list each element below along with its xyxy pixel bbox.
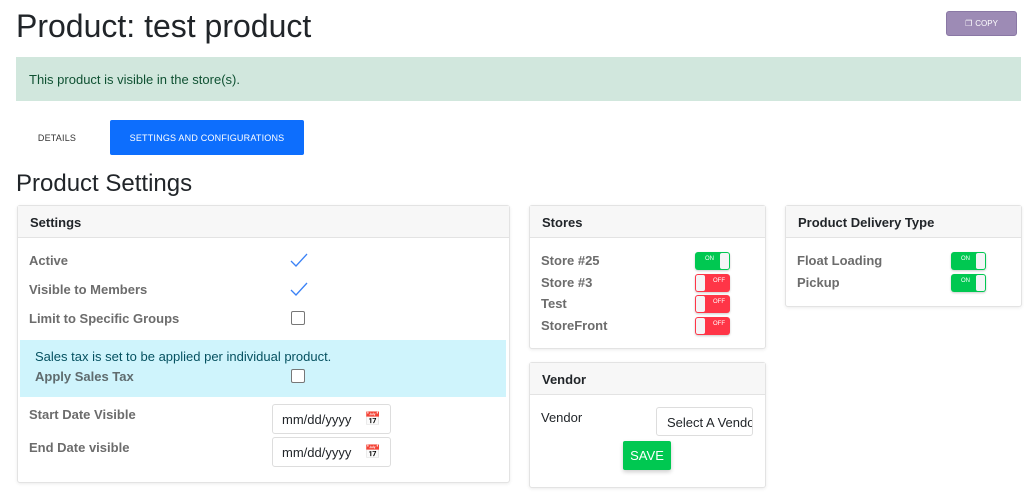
toggle-knob bbox=[720, 253, 729, 269]
toggle-label: Test bbox=[541, 296, 567, 311]
toggle-state: ON bbox=[705, 256, 714, 262]
toggle-knob bbox=[696, 296, 705, 312]
vendor-select[interactable]: Select A Vendor bbox=[656, 407, 753, 436]
settings-header: Settings bbox=[18, 206, 509, 238]
toggle-label: Pickup bbox=[797, 274, 840, 290]
toggle-switch[interactable]: OFF bbox=[695, 273, 730, 292]
stores-header: Stores bbox=[530, 206, 765, 238]
toggle-switch[interactable]: ON bbox=[695, 252, 730, 270]
toggle-state: ON bbox=[961, 277, 970, 284]
toggle-label: Float Loading bbox=[797, 253, 883, 268]
tab-details[interactable]: DETAILS bbox=[37, 132, 77, 143]
section-title: Product Settings bbox=[16, 170, 193, 197]
limit-checkbox[interactable] bbox=[291, 311, 305, 325]
end-date-label: End Date visible bbox=[29, 440, 130, 455]
end-date-input[interactable]: mm/dd/yyyy 📅 bbox=[272, 437, 391, 467]
toggle-switch[interactable]: OFF bbox=[695, 295, 730, 313]
visible-label: Visible to Members bbox=[29, 282, 148, 297]
delivery-header: Product Delivery Type bbox=[786, 206, 1021, 238]
toggle-knob bbox=[696, 274, 705, 291]
date-placeholder: mm/dd/yyyy bbox=[282, 411, 352, 427]
tax-info-text: Sales tax is set to be applied per indiv… bbox=[35, 349, 332, 364]
vendor-label: Vendor bbox=[541, 410, 583, 425]
apply-tax-checkbox[interactable] bbox=[291, 369, 305, 383]
calendar-icon[interactable]: 📅 bbox=[364, 444, 381, 459]
active-checkbox[interactable] bbox=[289, 252, 309, 268]
save-button[interactable]: SAVE bbox=[623, 441, 671, 470]
tab-settings[interactable]: SETTINGS AND CONFIGURATIONS bbox=[110, 120, 304, 155]
start-date-input[interactable]: mm/dd/yyyy 📅 bbox=[272, 404, 391, 434]
toggle-switch[interactable]: ON bbox=[951, 252, 986, 270]
vendor-header: Vendor bbox=[530, 363, 765, 395]
page-title: Product: test product bbox=[16, 8, 312, 44]
active-label: Active bbox=[29, 253, 69, 268]
calendar-icon[interactable]: 📅 bbox=[364, 411, 381, 426]
limit-label: Limit to Specific Groups bbox=[29, 311, 180, 326]
visibility-alert: This product is visible in the store(s). bbox=[16, 57, 1021, 101]
toggle-state: OFF bbox=[713, 320, 725, 327]
copy-icon: ❐ bbox=[965, 19, 973, 28]
toggle-label: StoreFront bbox=[541, 317, 608, 333]
toggle-state: OFF bbox=[713, 299, 725, 305]
toggle-label: Store #25 bbox=[541, 253, 600, 268]
toggle-knob bbox=[976, 253, 985, 269]
toggle-label: Store #3 bbox=[541, 274, 593, 290]
delivery-card: Product Delivery Type bbox=[785, 205, 1022, 307]
toggle-state: ON bbox=[961, 256, 970, 262]
start-date-label: Start Date Visible bbox=[29, 407, 136, 422]
toggle-switch[interactable]: OFF bbox=[695, 316, 730, 335]
copy-button[interactable]: ❐ COPY bbox=[946, 11, 1017, 36]
toggle-state: OFF bbox=[713, 277, 725, 284]
toggle-switch[interactable]: ON bbox=[951, 273, 986, 292]
visible-checkbox[interactable] bbox=[289, 281, 309, 297]
apply-tax-label: Apply Sales Tax bbox=[35, 369, 134, 384]
toggle-knob bbox=[696, 317, 705, 334]
date-placeholder: mm/dd/yyyy bbox=[282, 444, 352, 460]
toggle-knob bbox=[976, 274, 985, 291]
sales-tax-info: Sales tax is set to be applied per indiv… bbox=[20, 340, 506, 397]
